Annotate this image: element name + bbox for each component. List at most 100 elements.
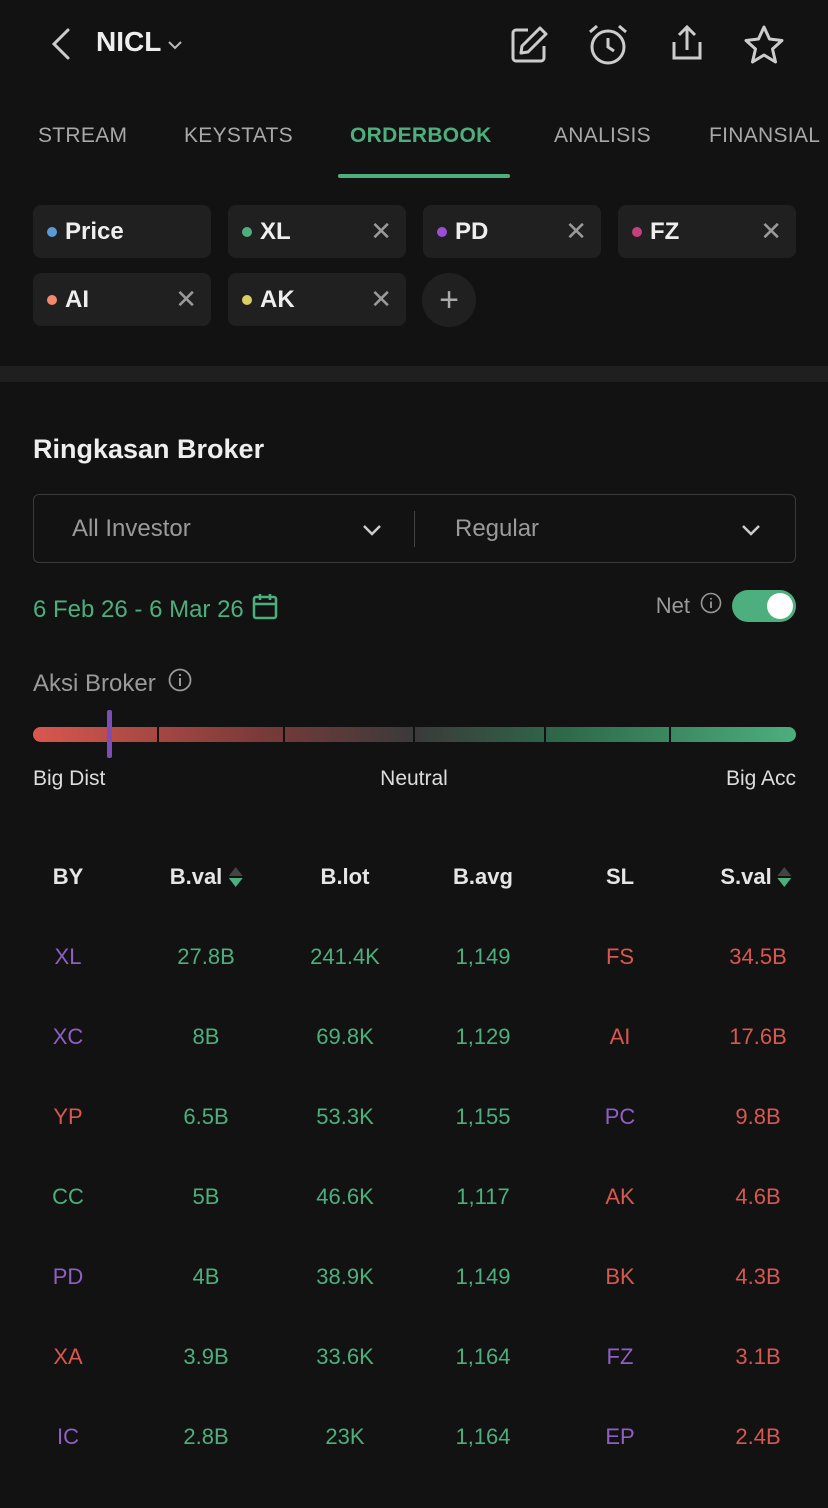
cell-blot: 46.6K (316, 1184, 374, 1209)
cell-sval: 17.6B (729, 1024, 787, 1049)
table-row[interactable]: XL 27.8B 241.4K 1,149 FS 34.5B (0, 944, 828, 1024)
investor-select[interactable]: All Investor (72, 495, 382, 562)
close-icon[interactable]: ✕ (370, 284, 392, 314)
info-icon[interactable] (168, 668, 192, 699)
net-label: Net (655, 593, 690, 618)
date-range: 6 Feb 26 - 6 Mar 26 (33, 595, 244, 623)
cell-by[interactable]: IC (57, 1424, 79, 1449)
gauge-marker (107, 710, 113, 758)
header-label: BY (52, 864, 84, 889)
cell-bval: 27.8B (177, 944, 235, 969)
cell-sl[interactable]: PC (604, 1104, 636, 1129)
chip-ak[interactable]: AK ✕ (228, 273, 406, 326)
close-icon[interactable]: ✕ (565, 216, 587, 246)
cell-sl[interactable]: AI (609, 1024, 631, 1049)
cell-bavg: 1,149 (455, 1264, 511, 1289)
cell-sval: 2.4B (735, 1424, 781, 1449)
cell-by[interactable]: YP (53, 1104, 83, 1129)
investor-select-value: All Investor (72, 514, 191, 542)
section-title: Ringkasan Broker (33, 434, 265, 464)
chevron-down-icon (362, 515, 382, 543)
chip-label: PD (455, 217, 489, 245)
section-divider (0, 366, 828, 382)
color-dot (242, 226, 252, 237)
color-dot (47, 294, 57, 305)
cell-sl[interactable]: FZ (606, 1344, 634, 1369)
cell-bval: 3.9B (183, 1344, 229, 1369)
back-icon[interactable] (48, 26, 74, 62)
cell-blot: 38.9K (316, 1264, 374, 1289)
cell-sl[interactable]: AK (605, 1184, 635, 1209)
aksi-broker-gauge (33, 727, 796, 742)
table-row[interactable]: PD 4B 38.9K 1,149 BK 4.3B (0, 1264, 828, 1344)
add-chip-button[interactable]: + (422, 273, 476, 327)
cell-bval: 8B (192, 1024, 220, 1049)
cell-sval: 3.1B (735, 1344, 781, 1369)
cell-bavg: 1,117 (456, 1184, 510, 1209)
edit-icon[interactable] (508, 24, 550, 66)
table-row[interactable]: IC 2.8B 23K 1,164 EP 2.4B (0, 1424, 828, 1504)
cell-bavg: 1,164 (455, 1424, 511, 1449)
info-icon[interactable] (700, 592, 722, 620)
active-tab-indicator (338, 174, 510, 178)
tab-analisis[interactable]: ANALISIS (554, 124, 651, 147)
cell-sval: 34.5B (729, 944, 787, 969)
header-label: S.val (720, 864, 772, 889)
table-row[interactable]: CC 5B 46.6K 1,117 AK 4.6B (0, 1184, 828, 1264)
net-toggle[interactable] (732, 590, 796, 622)
cell-blot: 241.4K (310, 944, 380, 969)
header-label: B.lot (320, 864, 370, 889)
date-range-picker[interactable]: 6 Feb 26 - 6 Mar 26 (33, 592, 278, 627)
tab-keystats[interactable]: KEYSTATS (184, 124, 293, 147)
cell-by[interactable]: CC (52, 1184, 84, 1209)
column-header-bavg: B.avg (453, 864, 513, 890)
column-header-bval[interactable]: B.val (170, 864, 243, 890)
header-label: B.val (169, 864, 223, 889)
chip-xl[interactable]: XL ✕ (228, 205, 406, 258)
cell-by[interactable]: XA (53, 1344, 83, 1369)
aksi-broker-heading: Aksi Broker (33, 668, 192, 699)
close-icon[interactable]: ✕ (760, 216, 782, 246)
share-icon[interactable] (668, 24, 706, 64)
scale-left-label: Big Dist (33, 767, 106, 790)
cell-by[interactable]: XL (54, 944, 82, 969)
color-dot (242, 294, 252, 305)
chip-fz[interactable]: FZ ✕ (618, 205, 796, 258)
close-icon[interactable]: ✕ (370, 216, 392, 246)
gauge-segment-divider (544, 727, 546, 742)
table-row[interactable]: YP 6.5B 53.3K 1,155 PC 9.8B (0, 1104, 828, 1184)
cell-bavg: 1,149 (455, 944, 511, 969)
tab-orderbook[interactable]: ORDERBOOK (350, 124, 492, 147)
chip-ai[interactable]: AI ✕ (33, 273, 211, 326)
cell-blot: 53.3K (316, 1104, 374, 1129)
aksi-broker-label: Aksi Broker (33, 669, 156, 697)
cell-sl[interactable]: FS (605, 944, 635, 969)
cell-blot: 33.6K (316, 1344, 374, 1369)
cell-blot: 23K (325, 1424, 365, 1449)
ticker-selector[interactable]: NICL (96, 26, 183, 58)
column-header-sval[interactable]: S.val (720, 864, 792, 890)
gauge-segment-divider (413, 727, 415, 742)
alarm-icon[interactable] (586, 22, 630, 68)
cell-sl[interactable]: EP (605, 1424, 635, 1449)
table-row[interactable]: XA 3.9B 33.6K 1,164 FZ 3.1B (0, 1344, 828, 1424)
cell-sl[interactable]: BK (605, 1264, 635, 1289)
chip-pd[interactable]: PD ✕ (423, 205, 601, 258)
chevron-down-icon (741, 515, 761, 543)
tab-stream[interactable]: STREAM (38, 124, 128, 147)
chip-price[interactable]: Price (33, 205, 211, 258)
table-row[interactable]: XC 8B 69.8K 1,129 AI 17.6B (0, 1024, 828, 1104)
color-dot (632, 226, 642, 237)
close-icon[interactable]: ✕ (175, 284, 197, 314)
tab-finansial[interactable]: FINANSIAL (709, 124, 821, 147)
cell-sval: 9.8B (735, 1104, 781, 1129)
cell-bavg: 1,164 (455, 1344, 511, 1369)
cell-bval: 5B (192, 1184, 220, 1209)
star-icon[interactable] (742, 24, 786, 66)
chip-label: XL (260, 217, 291, 245)
cell-by[interactable]: XC (52, 1024, 84, 1049)
market-select[interactable]: Regular (455, 495, 761, 562)
scale-right-label: Big Acc (725, 767, 796, 790)
sort-icon (228, 867, 243, 887)
cell-by[interactable]: PD (52, 1264, 84, 1289)
